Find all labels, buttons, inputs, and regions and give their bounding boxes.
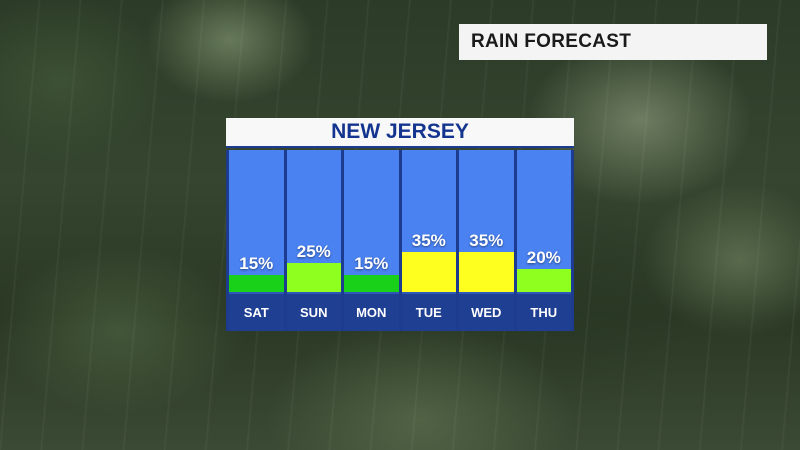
column-background: [344, 150, 399, 292]
day-label: SUN: [286, 292, 341, 331]
day-label: WED: [459, 292, 514, 331]
chart-column-sat: 15% SAT: [229, 150, 284, 331]
rain-chance-label: 35%: [469, 230, 504, 250]
column-background: [229, 150, 284, 292]
rain-chance-bar: [401, 251, 456, 292]
chart-title: NEW JERSEY: [331, 120, 469, 143]
rain-chance-label: 20%: [526, 247, 561, 267]
rain-chance-label: 15%: [239, 253, 274, 273]
day-label: TUE: [401, 292, 456, 331]
column-background: [516, 150, 571, 292]
day-label: MON: [344, 292, 399, 331]
rain-chance-label: 25%: [296, 242, 331, 262]
chart-title-bar: NEW JERSEY: [226, 118, 574, 148]
rain-chance-bar: [344, 274, 399, 292]
rain-chance-chart: NEW JERSEY 15% SAT 25% SUN 15% MON 35% TUE 35% WE…: [226, 118, 574, 331]
chart-columns: 15% SAT 25% SUN 15% MON 35% TUE 35% WED 20% THU: [226, 150, 574, 331]
chart-column-tue: 35% TUE: [401, 150, 456, 331]
day-label: THU: [516, 292, 571, 331]
rain-chance-bar: [459, 251, 514, 292]
chart-column-sun: 25% SUN: [286, 150, 341, 331]
chart-column-thu: 20% THU: [516, 150, 571, 331]
day-label: SAT: [229, 292, 284, 331]
rain-chance-label: 35%: [411, 230, 446, 250]
rain-chance-bar: [229, 274, 284, 292]
rain-chance-label: 15%: [354, 253, 389, 273]
chart-column-wed: 35% WED: [459, 150, 514, 331]
rain-chance-bar: [286, 263, 341, 292]
chart-column-mon: 15% MON: [344, 150, 399, 331]
rain-chance-bar: [516, 268, 571, 292]
rain-forecast-header: RAIN FORECAST: [459, 24, 767, 60]
header-label: RAIN FORECAST: [471, 31, 632, 52]
